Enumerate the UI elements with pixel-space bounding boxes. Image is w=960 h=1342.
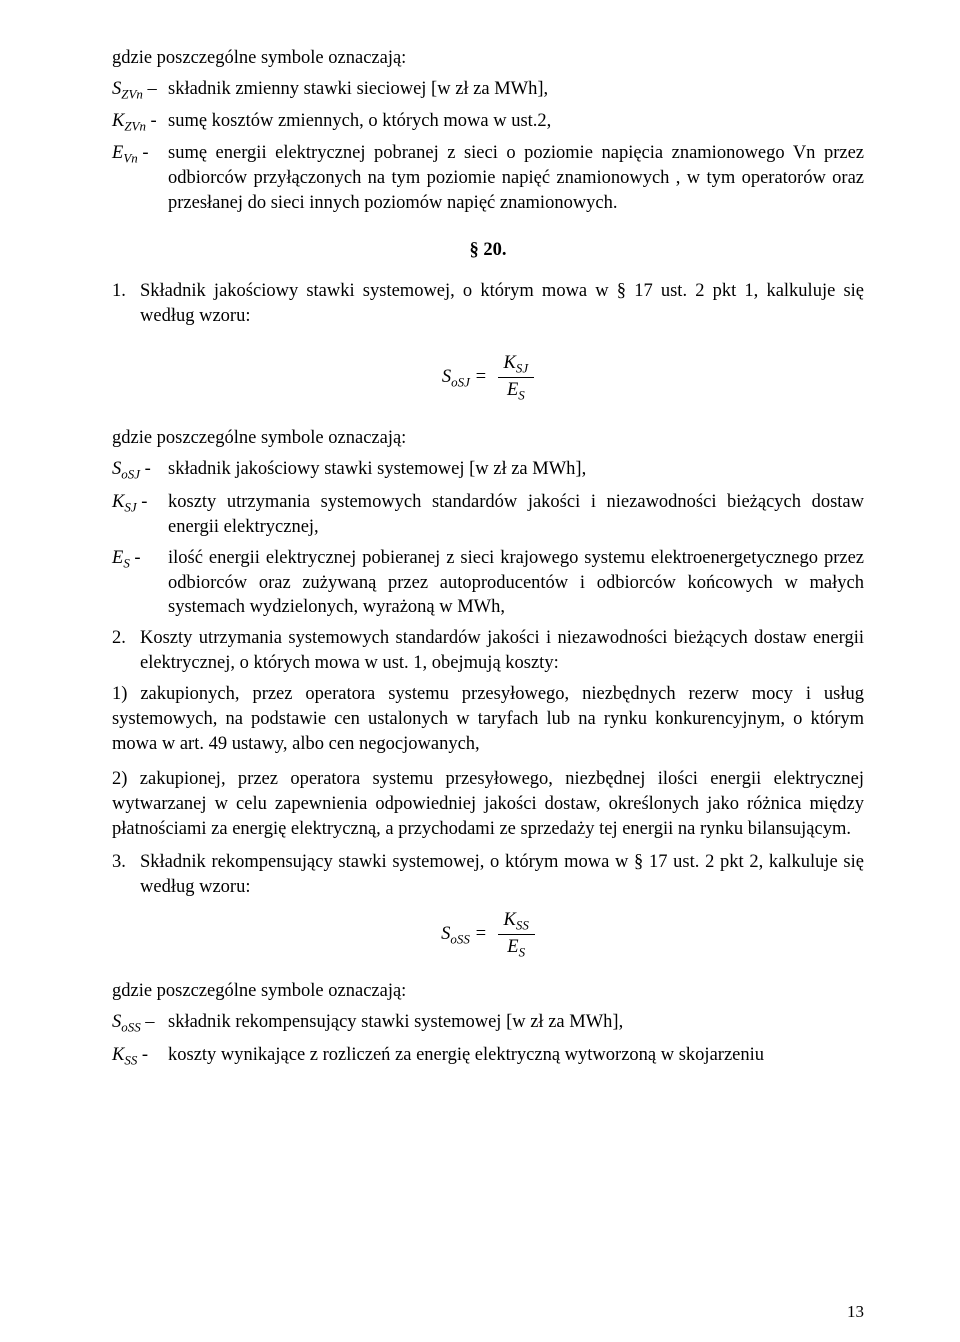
formula-fraction: KSS ES	[498, 908, 535, 961]
def-symbol-sosj: SoSJ -	[112, 457, 168, 483]
sublist-item-1: 1) zakupionych, przez operatora systemu …	[112, 682, 864, 757]
formula-soss: SoSS = KSS ES	[112, 908, 864, 961]
def-row: SZVn – składnik zmienny stawki sieciowej…	[112, 77, 864, 103]
formula-numerator: KSS	[498, 908, 535, 935]
list-number: 1.	[112, 279, 140, 329]
def-symbol-ksj: KSJ -	[112, 490, 168, 540]
def-row: ES - ilość energii elektrycznej pobieran…	[112, 546, 864, 621]
def-text: sumę energii elektrycznej pobranej z sie…	[168, 141, 864, 216]
list-text: Składnik rekompensujący stawki systemowe…	[140, 850, 864, 900]
list-text: Koszty utrzymania systemowych standardów…	[140, 626, 864, 676]
def-row: EVn - sumę energii elektrycznej pobranej…	[112, 141, 864, 216]
def-text: koszty utrzymania systemowych standardów…	[168, 490, 864, 540]
formula-eq: =	[474, 367, 486, 387]
def-text: sumę kosztów zmiennych, o których mowa w…	[168, 109, 864, 135]
formula-denominator: ES	[498, 935, 535, 961]
formula-denominator: ES	[498, 378, 535, 404]
def-row: SoSS – składnik rekompensujący stawki sy…	[112, 1010, 864, 1036]
formula-sosj: SoSJ = KSJ ES	[112, 351, 864, 404]
list-text: Składnik jakościowy stawki systemowej, o…	[140, 279, 864, 329]
list-item-2: 2. Koszty utrzymania systemowych standar…	[112, 626, 864, 676]
def-symbol-kzvn: KZVn -	[112, 109, 168, 135]
page-number: 13	[847, 1301, 864, 1324]
def-symbol-szvn: SZVn –	[112, 77, 168, 103]
def-text: składnik jakościowy stawki systemowej [w…	[168, 457, 864, 483]
list-item-1: 1. Składnik jakościowy stawki systemowej…	[112, 279, 864, 329]
def-text: składnik zmienny stawki sieciowej [w zł …	[168, 77, 864, 103]
list-number: 3.	[112, 850, 140, 900]
def-text: składnik rekompensujący stawki systemowe…	[168, 1010, 864, 1036]
formula-lhs: SoSJ	[442, 367, 470, 387]
defs-intro-3: gdzie poszczególne symbole oznaczają:	[112, 979, 864, 1004]
def-row: KSJ - koszty utrzymania systemowych stan…	[112, 490, 864, 540]
def-row: SoSJ - składnik jakościowy stawki system…	[112, 457, 864, 483]
formula-fraction: KSJ ES	[498, 351, 535, 404]
defs-intro-2: gdzie poszczególne symbole oznaczają:	[112, 426, 864, 451]
def-symbol-evn: EVn -	[112, 141, 168, 216]
defs-intro-1: gdzie poszczególne symbole oznaczają:	[112, 46, 864, 71]
def-text: koszty wynikające z rozliczeń za energię…	[168, 1043, 864, 1069]
formula-lhs: SoSS	[441, 924, 470, 944]
def-row: KZVn - sumę kosztów zmiennych, o których…	[112, 109, 864, 135]
formula-eq: =	[474, 924, 486, 944]
sublist-item-2: 2) zakupionej, przez operatora systemu p…	[112, 767, 864, 842]
document-page: gdzie poszczególne symbole oznaczają: SZ…	[0, 0, 960, 1342]
def-symbol-kss: KSS -	[112, 1043, 168, 1069]
list-item-3: 3. Składnik rekompensujący stawki system…	[112, 850, 864, 900]
def-symbol-es: ES -	[112, 546, 168, 621]
formula-numerator: KSJ	[498, 351, 535, 378]
def-text: ilość energii elektrycznej pobieranej z …	[168, 546, 864, 621]
section-20-heading: § 20.	[112, 238, 864, 263]
list-number: 2.	[112, 626, 140, 676]
def-symbol-soss: SoSS –	[112, 1010, 168, 1036]
def-row: KSS - koszty wynikające z rozliczeń za e…	[112, 1043, 864, 1069]
